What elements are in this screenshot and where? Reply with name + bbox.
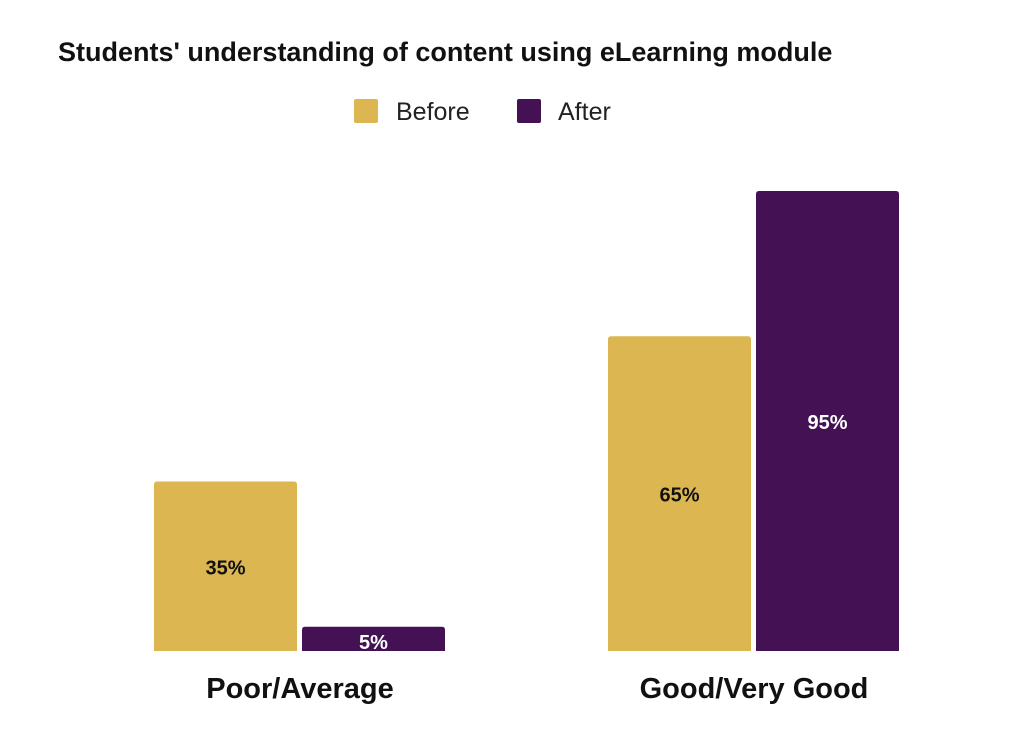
x-tick-label-1: Good/Very Good [640, 673, 869, 705]
bar-label-before-0: 35% [205, 557, 245, 579]
bar-after-0 [302, 626, 445, 651]
legend-label-before: Before [396, 98, 470, 126]
legend-swatch-after [517, 99, 541, 123]
x-axis-ticks: Poor/Average Good/Very Good [206, 673, 868, 705]
bar-before-0 [154, 481, 297, 651]
bar-label-after-0: 5% [359, 632, 388, 654]
legend: Before After [354, 98, 611, 126]
bars-group [154, 191, 899, 651]
legend-label-after: After [558, 98, 611, 126]
bar-before-1 [608, 336, 751, 651]
legend-swatch-before [354, 99, 378, 123]
bar-label-before-1: 65% [659, 485, 699, 507]
bar-after-1 [756, 191, 899, 651]
bar-label-after-1: 95% [807, 412, 847, 434]
chart-title: Students' understanding of content using… [58, 37, 832, 67]
bar-labels-group: 35% 5% 65% 95% [205, 412, 847, 654]
x-tick-label-0: Poor/Average [206, 673, 394, 705]
